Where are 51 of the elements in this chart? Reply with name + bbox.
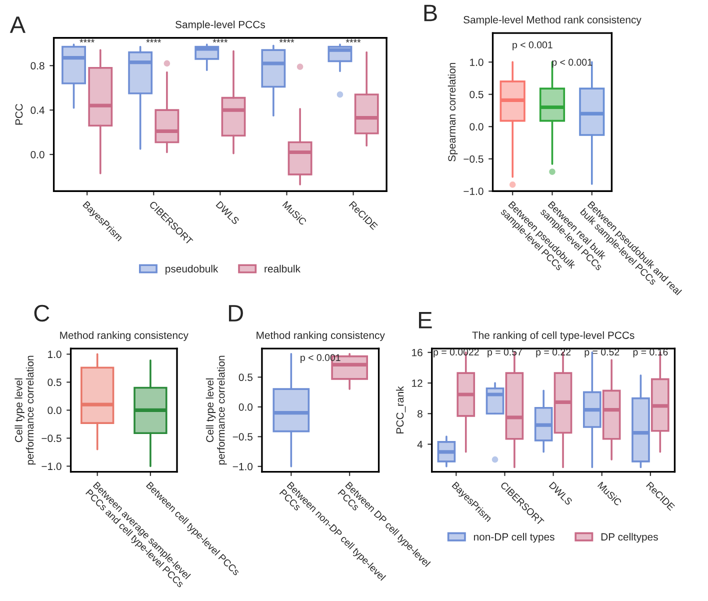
text: A: [10, 16, 26, 33]
y-tick-label: 16: [412, 348, 422, 356]
y-tick-label: −1.0: [232, 462, 253, 470]
y-tick-label: −1.0: [42, 462, 62, 470]
chart-title: Method ranking consistency: [60, 331, 188, 342]
annotation: p = 0.22: [536, 348, 571, 358]
legend-label: realbulk: [264, 264, 300, 273]
y-tick-label: 0.5: [238, 374, 252, 382]
y-axis-title: Spearman correlation: [448, 62, 458, 162]
y-tick-label: 0.0: [30, 150, 44, 158]
y-tick-label: 0.8: [30, 62, 44, 70]
annotation: ****: [146, 39, 162, 42]
y-tick-label: 8: [418, 410, 422, 418]
text: C: [34, 304, 50, 322]
y-axis-title: Cell type level performance correlation: [14, 356, 36, 465]
y-tick-label: 4: [417, 440, 423, 448]
legend-label: DP celltypes: [601, 532, 658, 543]
chart-title: The ranking of cell type-level PCCs: [472, 331, 634, 342]
y-tick-label: −0.5: [42, 434, 62, 442]
annotation: ****: [80, 39, 94, 42]
annotation: p = 0.57: [488, 348, 522, 358]
y-tick-label: 0.5: [470, 90, 484, 98]
y-tick-label: 0.0: [238, 403, 253, 411]
y-tick-label: −0.5: [464, 155, 484, 163]
annotation: ****: [279, 39, 294, 42]
y-tick-label: 0.5: [48, 378, 62, 386]
y-tick-label: −0.5: [232, 433, 252, 441]
y-axis-title: PCC: [15, 104, 23, 125]
chart-title: Method ranking consistency: [256, 331, 385, 342]
y-tick-label: 12: [412, 380, 422, 387]
y-axis-title: Cell type level performance correlation: [206, 356, 227, 465]
chart-title: Sample-level Method rank consistency: [464, 16, 642, 26]
chart-title: Sample-level PCCs: [176, 20, 265, 30]
y-tick-label: 0.4: [30, 106, 44, 114]
text: D: [228, 305, 243, 322]
annotation: p = 0.0022: [434, 348, 479, 358]
y-tick-label: 1.0: [48, 350, 62, 358]
legend-label: pseudobulk: [166, 264, 218, 275]
y-tick-label: 1.0: [470, 58, 484, 66]
y-axis-title: PCC_rank: [396, 386, 406, 434]
annotation: p < 0.001: [512, 41, 552, 50]
y-tick-label: 0.0: [470, 123, 484, 130]
annotation: ****: [212, 39, 228, 42]
y-tick-label: 0.0: [48, 406, 62, 414]
y-tick-label: −1.0: [464, 188, 484, 195]
text: B: [424, 4, 437, 22]
annotation: ****: [346, 39, 361, 42]
annotation: p = 0.16: [633, 348, 668, 358]
legend-label: non-DP cell types: [474, 532, 554, 543]
annotation: p = 0.52: [584, 348, 620, 358]
text: E: [419, 312, 432, 328]
